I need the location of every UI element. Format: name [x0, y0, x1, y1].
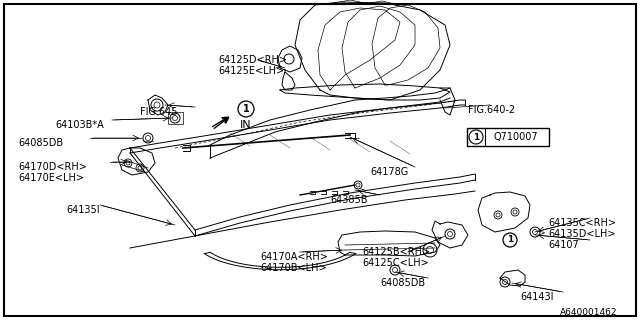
Text: 64170B<LH>: 64170B<LH>: [260, 263, 326, 273]
Text: 64103B*A: 64103B*A: [55, 120, 104, 130]
Text: 1: 1: [243, 104, 250, 114]
Text: 64085DB: 64085DB: [380, 278, 425, 288]
Text: 64135D<LH>: 64135D<LH>: [548, 229, 616, 239]
Text: 64170D<RH>: 64170D<RH>: [18, 162, 87, 172]
Text: 64170E<LH>: 64170E<LH>: [18, 173, 84, 183]
Text: FIG.645: FIG.645: [140, 107, 177, 117]
Text: 64107: 64107: [548, 240, 579, 250]
Text: 64135I: 64135I: [66, 205, 100, 215]
Text: 64178G: 64178G: [370, 167, 408, 177]
Text: 1: 1: [473, 132, 479, 141]
Text: FIG.640-2: FIG.640-2: [468, 105, 515, 115]
Text: 1: 1: [507, 236, 513, 244]
Text: 64125B<RH>: 64125B<RH>: [362, 247, 430, 257]
Text: A640001462: A640001462: [560, 308, 618, 317]
Text: 64125D<RH>: 64125D<RH>: [218, 55, 287, 65]
Text: 64125E<LH>: 64125E<LH>: [218, 66, 284, 76]
Bar: [467, 128, 549, 146]
Text: 64143I: 64143I: [520, 292, 554, 302]
Text: Q710007: Q710007: [493, 132, 538, 142]
Text: 64170A<RH>: 64170A<RH>: [260, 252, 328, 262]
Text: 64125C<LH>: 64125C<LH>: [362, 258, 429, 268]
Text: IN: IN: [240, 120, 252, 130]
Text: 64135C<RH>: 64135C<RH>: [548, 218, 616, 228]
Text: 64385B: 64385B: [330, 195, 367, 205]
Text: 64085DB: 64085DB: [18, 138, 63, 148]
